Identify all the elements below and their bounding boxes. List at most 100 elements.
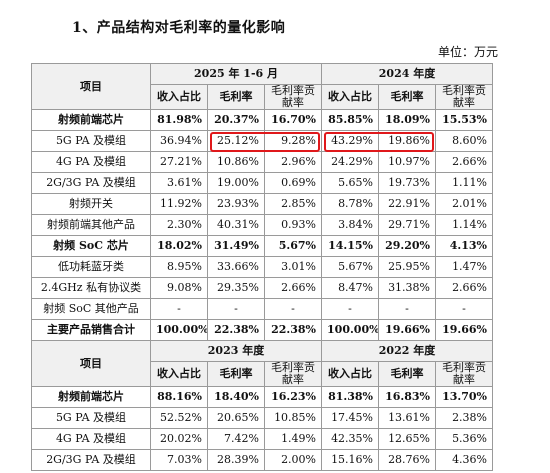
cell-value: 22.38%: [207, 319, 265, 341]
cell-value: -: [207, 298, 265, 320]
cell-value: 25.95%: [378, 256, 437, 278]
cell-value: 19.86%: [378, 130, 437, 152]
cell-value: 2.01%: [435, 193, 494, 215]
cell-value: 1.47%: [435, 256, 494, 278]
col-header-contrib: 毛利率贡献率: [263, 361, 323, 387]
cell-value: -: [435, 298, 494, 320]
row-label: 5G PA 及模组: [31, 407, 151, 429]
col-header-contrib: 毛利率贡献率: [435, 84, 494, 110]
col-header-share: 收入占比: [150, 361, 208, 387]
cell-value: 16.83%: [378, 386, 437, 408]
cell-value: 13.61%: [378, 407, 437, 429]
cell-value: 18.02%: [150, 235, 208, 257]
cell-value: 100.00%: [150, 319, 208, 341]
cell-value: 28.39%: [207, 449, 265, 471]
table-row: 主要产品销售合计 100.00% 22.38% 22.38% 100.00% 19.66%…: [31, 319, 494, 341]
highlight-box: [209, 131, 320, 152]
cell-value: 85.85%: [321, 109, 380, 131]
cell-value: 16.70%: [263, 109, 323, 131]
cell-value: 2.66%: [435, 151, 494, 173]
row-label: 4G PA 及模组: [31, 151, 151, 173]
cell-value: 1.11%: [435, 172, 494, 194]
table-row: 射频开关 11.92% 23.93% 2.85% 8.78% 22.91% 2.01%: [31, 193, 494, 215]
cell-value: 0.69%: [263, 172, 323, 194]
cell-value: 100.00%: [321, 319, 380, 341]
section-heading: 1、产品结构对毛利率的量化影响: [72, 20, 286, 36]
cell-value: 2.66%: [263, 277, 323, 299]
cell-value: 52.52%: [150, 407, 208, 429]
cell-value: 12.65%: [378, 428, 437, 450]
cell-value: 14.15%: [321, 235, 380, 257]
cell-value: 31.49%: [207, 235, 265, 257]
row-label: 主要产品销售合计: [31, 319, 151, 341]
cell-value: 9.08%: [150, 277, 208, 299]
cell-value: 43.29%: [321, 130, 380, 152]
cell-value: 17.45%: [321, 407, 380, 429]
cell-value: 7.42%: [207, 428, 265, 450]
cell-value: 3.01%: [263, 256, 323, 278]
cell-value: 19.66%: [435, 319, 494, 341]
cell-value: 2.85%: [263, 193, 323, 215]
col-header-share: 收入占比: [321, 361, 380, 387]
row-label: 射频前端其他产品: [31, 214, 151, 236]
row-label: 射频 SoC 其他产品: [31, 298, 151, 320]
cell-value: 15.53%: [435, 109, 494, 131]
cell-value: 11.92%: [150, 193, 208, 215]
row-label: 5G PA 及模组: [31, 130, 151, 152]
cell-value: 5.67%: [321, 256, 380, 278]
cell-value: 8.60%: [435, 130, 494, 152]
table-row: 2.4GHz 私有协议类 9.08% 29.35% 2.66% 8.47% 31.38% 2…: [31, 277, 494, 299]
cell-value: 10.97%: [378, 151, 437, 173]
col-header-margin: 毛利率: [207, 84, 265, 110]
cell-value: 5.67%: [263, 235, 323, 257]
gross-margin-table: 项目 2025 年 1-6 月 2024 年度 收入占比 毛利率 毛利率贡献率 …: [31, 63, 494, 471]
cell-value: 23.93%: [207, 193, 265, 215]
cell-value: 19.00%: [207, 172, 265, 194]
cell-value: 81.38%: [321, 386, 380, 408]
table-row: 低功耗蓝牙类 8.95% 33.66% 3.01% 5.67% 25.95% 1.47%: [31, 256, 494, 278]
cell-value: 15.16%: [321, 449, 380, 471]
item-header: 项目: [31, 340, 151, 387]
cell-value: 81.98%: [150, 109, 208, 131]
row-label: 射频前端芯片: [31, 386, 151, 408]
cell-value: 0.93%: [263, 214, 323, 236]
row-label: 4G PA 及模组: [31, 428, 151, 450]
cell-value: 3.84%: [321, 214, 380, 236]
col-header-margin: 毛利率: [207, 361, 265, 387]
col-header-share: 收入占比: [150, 84, 208, 110]
unit-label: 单位：万元: [437, 45, 498, 59]
cell-value: 8.47%: [321, 277, 380, 299]
table-row: 射频前端芯片 81.98% 20.37% 16.70% 85.85% 18.09% 15.5…: [31, 109, 494, 131]
cell-value: 31.38%: [378, 277, 437, 299]
cell-value: 22.38%: [263, 319, 323, 341]
table-row: 5G PA 及模组 52.52% 20.65% 10.85% 17.45% 13.61% 2…: [31, 407, 494, 429]
cell-value: 2.66%: [435, 277, 494, 299]
table-row: 4G PA 及模组 20.02% 7.42% 1.49% 42.35% 12.65% 5.3…: [31, 428, 494, 450]
cell-value: 3.61%: [150, 172, 208, 194]
cell-value: -: [378, 298, 437, 320]
cell-value: 19.66%: [378, 319, 437, 341]
cell-value: 29.35%: [207, 277, 265, 299]
row-label: 2.4GHz 私有协议类: [31, 277, 151, 299]
cell-value: 42.35%: [321, 428, 380, 450]
item-header: 项目: [31, 63, 151, 110]
cell-value: 10.86%: [207, 151, 265, 173]
row-label: 射频前端芯片: [31, 109, 151, 131]
table-row: 射频 SoC 芯片 18.02% 31.49% 5.67% 14.15% 29.20% 4.…: [31, 235, 494, 257]
cell-value: 24.29%: [321, 151, 380, 173]
cell-value: 8.78%: [321, 193, 380, 215]
cell-value: -: [321, 298, 380, 320]
period-header: 2025 年 1-6 月: [149, 63, 323, 85]
cell-value: 2.30%: [150, 214, 208, 236]
col-header-contrib: 毛利率贡献率: [263, 84, 323, 110]
cell-value: 5.36%: [435, 428, 494, 450]
cell-value: 20.02%: [150, 428, 208, 450]
col-header-share: 收入占比: [321, 84, 380, 110]
cell-value: 88.16%: [150, 386, 208, 408]
cell-value: 20.37%: [207, 109, 265, 131]
cell-value: 20.65%: [207, 407, 265, 429]
cell-value: 22.91%: [378, 193, 437, 215]
table-row: 射频前端其他产品 2.30% 40.31% 0.93% 3.84% 29.71% 1.14%: [31, 214, 494, 236]
table-row: 2G/3G PA 及模组 3.61% 19.00% 0.69% 5.65% 19.73% 1…: [31, 172, 494, 194]
cell-value: 4.13%: [435, 235, 494, 257]
